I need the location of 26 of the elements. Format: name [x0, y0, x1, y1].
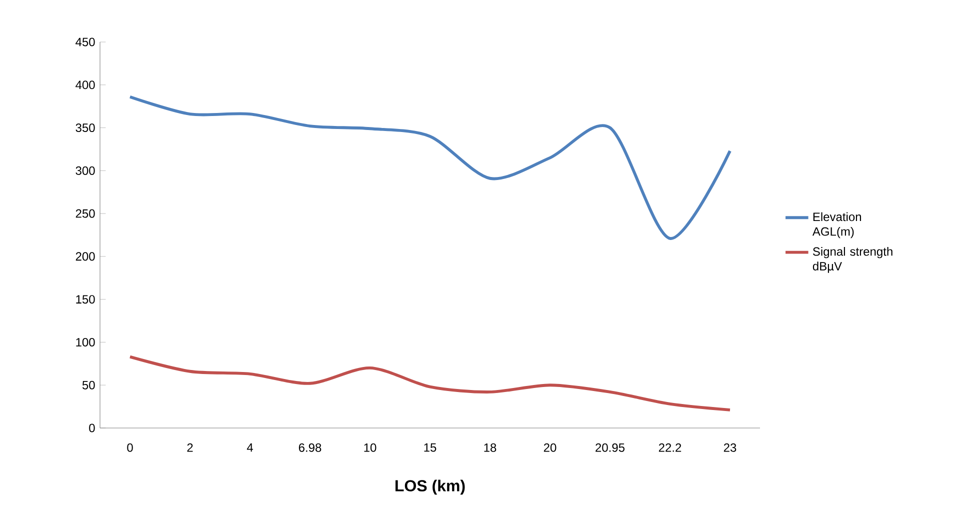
y-tick-label: 150 [76, 295, 95, 304]
y-tick-label: 300 [76, 166, 95, 175]
x-tick-label: 2 [187, 443, 193, 452]
y-tick-label: 200 [76, 252, 95, 261]
x-tick-label: 22.2 [658, 443, 682, 452]
line-series [128, 95, 732, 240]
y-tick-label: 100 [76, 338, 95, 346]
legend-label: Elevation AGL(m) [812, 212, 862, 238]
y-tick-label: 50 [82, 380, 95, 390]
x-tick-label: 20.95 [596, 443, 625, 452]
y-tick-label: 400 [76, 80, 95, 90]
y-tick-label: 450 [76, 38, 95, 46]
legend-label: Signal strength dBµV [812, 246, 892, 273]
line-series [128, 355, 732, 412]
y-tick-label: 350 [76, 124, 95, 132]
y-tick-label: 250 [76, 209, 95, 218]
x-tick-label: 0 [127, 443, 133, 452]
y-tick-label: 0 [89, 424, 95, 432]
x-tick-label: 6.98 [298, 443, 322, 452]
x-tick-label: 4 [246, 443, 253, 452]
x-tick-label: 23 [724, 443, 736, 452]
x-tick-label: 15 [424, 443, 436, 452]
x-tick-label: 10 [364, 443, 376, 452]
x-tick-label: 20 [544, 443, 556, 452]
x-axis-title: LOS (km) [396, 480, 465, 495]
x-tick-label: 18 [484, 443, 496, 452]
